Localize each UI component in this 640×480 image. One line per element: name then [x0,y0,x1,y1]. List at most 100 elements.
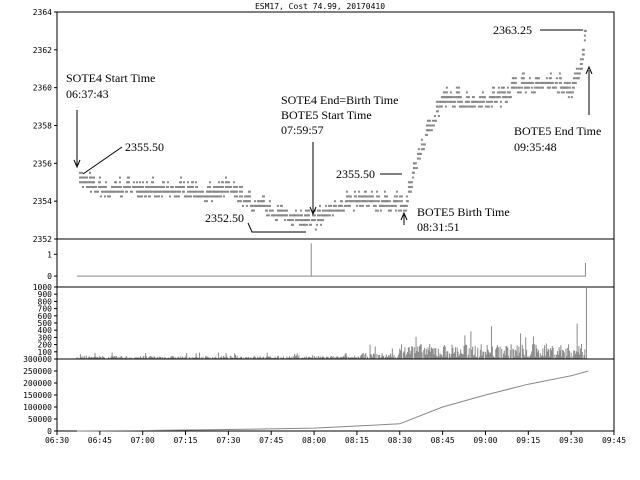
price-dot [241,204,244,207]
price-dot [307,209,310,212]
price-dot [132,181,135,184]
price-dot [519,91,522,94]
price-dot [503,91,506,94]
price-dot [351,200,354,203]
price-dot [506,86,509,89]
price-dot [175,195,178,198]
price-dot [396,200,399,203]
price-dot [221,181,224,184]
price-dot [88,181,91,184]
price-dot [498,91,501,94]
price-dot [563,81,566,84]
price-dot [167,190,170,193]
price-dot [235,190,238,193]
price-dot [114,181,117,184]
price-dot [210,200,213,203]
price-dot [471,105,474,108]
price-dot [420,138,423,141]
price-dot [485,100,488,103]
price-dot [562,91,565,94]
price-dot [578,72,581,75]
price-dot [418,157,421,160]
price-dot [453,100,456,103]
price-dot [479,96,482,99]
pointer-price-low [247,222,306,233]
price-dot [193,195,196,198]
price-dot [452,96,455,99]
price-dot [400,200,403,203]
price-dot [105,190,108,193]
price-dot [202,195,205,198]
price-dot [505,100,508,103]
annotation-pointers [73,29,593,233]
price-dot [174,185,177,188]
price-dot [477,105,480,108]
price-dot [289,214,292,217]
price-dot [92,176,95,179]
price-dot [361,195,364,198]
price-dot [375,190,378,193]
price-dot [445,91,448,94]
price-dot [178,190,181,193]
price-dot [332,209,335,212]
annotation-sote4-start: SOTE4 Start Time 06:37:43 [66,71,158,101]
annotation-price-low: 2352.50 [205,211,244,225]
price-dot [397,209,400,212]
price-dot [104,185,107,188]
price-dot [460,100,463,103]
price-dot [393,195,396,198]
price-dot [248,200,251,203]
price-dot [413,167,416,170]
annotation-line: BOTE5 Start Time [281,108,372,122]
price-dot [581,58,584,61]
price-dot [225,181,228,184]
x-tick-label: 09:00 [473,436,497,445]
price-dot [466,105,469,108]
price-dot [455,86,458,89]
price-dot [568,86,571,89]
price-dot [495,100,498,103]
price-dot [355,204,358,207]
price-dot [269,209,272,212]
price-dot [186,181,189,184]
price-dot [415,167,418,170]
price-dot [481,91,484,94]
price-dot [229,185,232,188]
price-dot [280,204,283,207]
price-dot [528,77,531,80]
price-dot [151,176,154,179]
price-dot [100,185,103,188]
price-dot [395,190,398,193]
price-dot [379,209,382,212]
price-dot [137,195,140,198]
price-dot [318,209,321,212]
price-dot [577,67,580,70]
annotation-line: SOTE4 Start Time [66,71,155,85]
price-dot [87,185,90,188]
price-dot [166,185,169,188]
price-dot [262,200,265,203]
price-dot [522,77,525,80]
y-tick-label: 100 [38,348,53,357]
price-dot [283,219,286,222]
price-dot [186,185,189,188]
annotations: SOTE4 Start Time 06:37:43 2355.50 SOTE4 … [66,23,604,234]
price-dot [182,181,185,184]
price-dot [522,72,525,75]
price-dot [191,185,194,188]
price-dot [194,181,197,184]
annotation-bote5-end: BOTE5 End Time 09:35:48 [514,124,604,154]
price-dot [179,181,182,184]
price-dot [375,200,378,203]
price-dot [530,91,533,94]
price-dot [285,209,288,212]
price-dot [267,214,270,217]
price-dot [168,195,171,198]
price-dot [394,209,397,212]
price-dot [459,96,462,99]
price-dot [235,195,238,198]
price-dot [536,86,539,89]
price-dot [185,195,188,198]
price-dot [216,195,219,198]
